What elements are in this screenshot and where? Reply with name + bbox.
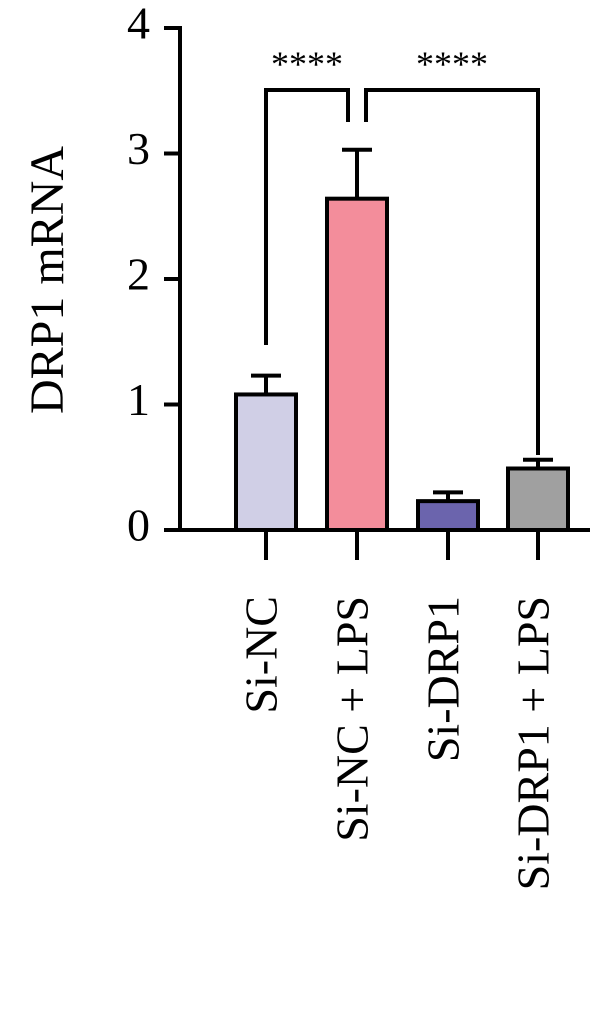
bar [506, 466, 570, 533]
significance-label: **** [416, 44, 488, 84]
y-tick-label: 3 [127, 123, 150, 174]
bracket [264, 88, 350, 345]
significance-brackets [264, 88, 540, 455]
bar [416, 499, 480, 533]
bar [325, 196, 389, 532]
x-tick-label: Si-DRP1 + LPS [508, 596, 559, 890]
y-axis-label: DRP1 mRNA [21, 146, 74, 414]
significance-label: **** [271, 44, 343, 84]
y-tick-label: 1 [127, 374, 150, 425]
bracket [364, 88, 540, 455]
error-bar [433, 490, 463, 502]
x-tick-label: Si-NC + LPS [327, 596, 378, 842]
y-tick-label: 0 [127, 500, 150, 551]
error-bar [523, 457, 553, 469]
x-tick-label: Si-DRP1 [418, 596, 469, 762]
bar [234, 392, 298, 532]
x-tick-label: Si-NC [236, 596, 287, 714]
error-bar [251, 373, 281, 395]
y-tick-label: 2 [127, 249, 150, 300]
y-tick-label: 4 [127, 0, 150, 49]
error-bar [342, 147, 372, 199]
